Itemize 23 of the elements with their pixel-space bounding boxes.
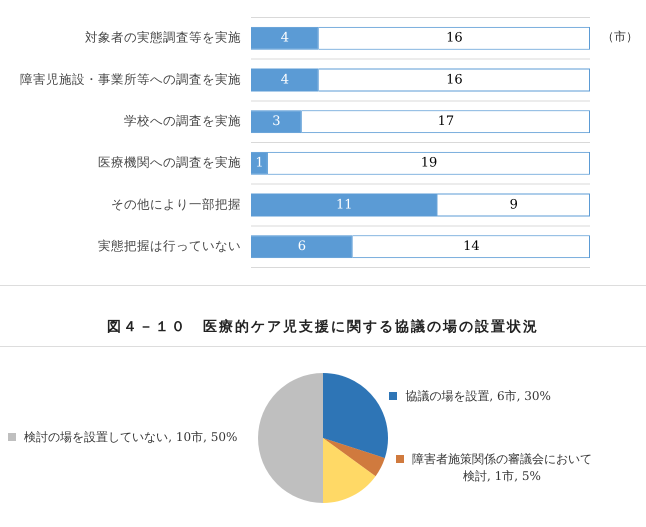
y-tick-label: 学校への調査を実施 (124, 112, 241, 128)
data-label: 6 (298, 239, 306, 254)
y-tick-label: その他により一部把握 (111, 196, 241, 212)
data-label: 17 (438, 114, 454, 130)
data-label: 1 (255, 156, 264, 171)
y-tick-label: 障害児施設・事業所等への調査を実施 (20, 71, 241, 86)
legend-label: 検討の場を設置していない, 10市, 50% (23, 428, 238, 446)
data-label: 16 (446, 72, 463, 88)
data-label: 3 (272, 114, 281, 130)
data-label: 9 (510, 197, 518, 212)
legend-label: 協議の場を設置, 6市, 30% (404, 388, 552, 405)
data-label: 16 (446, 30, 463, 46)
chart-title: 図４－１０ 医療的ケア児支援に関する協議の場の設置状況 (106, 318, 540, 336)
data-label: 4 (280, 30, 290, 46)
y-tick-label: 実態把握は行っていない (98, 238, 241, 253)
data-label: 14 (463, 239, 480, 254)
data-label: 4 (280, 72, 290, 88)
text: （市） (602, 30, 638, 44)
y-tick-label: 対象者の実態調査等を実施 (85, 30, 241, 45)
legend-label: 障害者施策関係の審議会において検討, 1市, 5% (410, 451, 593, 486)
data-label: 11 (336, 197, 352, 212)
data-label: 19 (420, 156, 438, 171)
y-tick-label: 医療機関への調査を実施 (98, 154, 241, 170)
